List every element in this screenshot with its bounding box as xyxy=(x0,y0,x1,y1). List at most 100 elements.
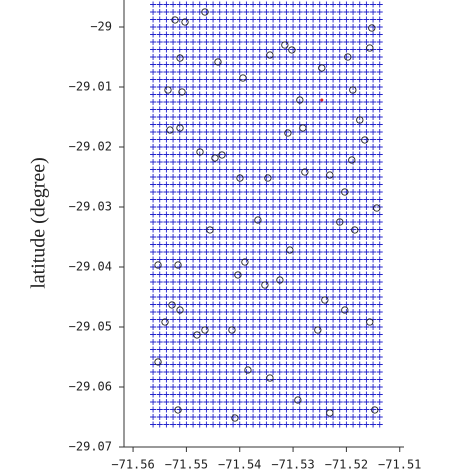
plus-marker xyxy=(183,1,190,8)
plus-marker xyxy=(336,376,343,383)
plus-marker xyxy=(236,31,243,38)
plus-marker xyxy=(196,346,203,353)
plus-marker xyxy=(276,166,283,173)
plus-marker xyxy=(343,286,350,293)
plus-marker xyxy=(196,249,203,255)
plus-marker xyxy=(336,286,343,293)
plus-marker xyxy=(256,189,263,195)
plus-marker xyxy=(370,121,377,128)
plus-marker xyxy=(276,16,283,23)
plus-marker xyxy=(183,129,190,135)
plus-marker xyxy=(216,391,223,398)
plus-marker xyxy=(296,271,303,278)
plus-marker xyxy=(256,264,263,270)
plus-marker xyxy=(256,384,263,390)
plus-marker xyxy=(196,136,203,143)
plus-marker xyxy=(316,54,323,60)
plus-marker xyxy=(303,144,310,150)
plus-marker xyxy=(283,361,290,368)
circle-marker xyxy=(341,188,349,196)
circle-marker xyxy=(181,18,189,26)
plus-marker xyxy=(156,129,163,135)
plus-marker xyxy=(210,121,217,128)
plus-marker xyxy=(283,24,290,30)
plus-marker xyxy=(256,331,263,338)
plus-marker xyxy=(310,91,317,98)
plus-marker xyxy=(170,279,177,285)
plus-marker xyxy=(336,1,343,8)
plus-marker xyxy=(176,391,183,398)
plus-marker xyxy=(210,376,217,383)
plus-marker xyxy=(376,114,383,120)
plus-marker xyxy=(363,279,370,285)
plus-marker xyxy=(196,294,203,300)
plus-marker xyxy=(156,24,163,30)
plus-marker xyxy=(176,39,183,45)
plus-marker xyxy=(270,279,277,285)
plus-marker xyxy=(316,9,323,15)
plus-marker xyxy=(310,421,317,428)
plus-marker xyxy=(250,346,257,353)
plus-marker xyxy=(170,249,177,255)
plus-marker xyxy=(216,226,223,233)
plus-marker xyxy=(363,69,370,75)
plus-marker xyxy=(156,181,163,188)
plus-marker xyxy=(223,256,230,263)
plus-marker xyxy=(150,1,157,8)
plus-marker xyxy=(263,166,270,173)
plus-marker xyxy=(323,361,330,368)
plus-marker xyxy=(223,241,230,248)
plus-marker xyxy=(263,226,270,233)
plus-marker xyxy=(150,9,157,15)
plus-marker xyxy=(163,226,170,233)
plus-marker xyxy=(263,264,270,270)
plus-marker xyxy=(323,76,330,83)
plus-marker xyxy=(290,196,297,203)
circle-marker xyxy=(154,261,162,269)
plus-marker xyxy=(316,181,323,188)
plus-marker xyxy=(330,354,337,360)
plus-marker xyxy=(150,234,157,240)
plus-marker xyxy=(196,406,203,413)
plus-marker xyxy=(270,196,277,203)
plus-marker xyxy=(250,406,257,413)
plus-marker xyxy=(290,324,297,330)
plus-marker xyxy=(263,136,270,143)
y-tick-label: −29 xyxy=(90,20,112,34)
plus-marker xyxy=(323,136,330,143)
plus-marker xyxy=(303,384,310,390)
plus-marker xyxy=(203,39,210,45)
x-tick-label: −71.54 xyxy=(218,458,261,472)
plus-marker xyxy=(236,249,243,255)
plus-marker xyxy=(263,114,270,120)
plus-marker xyxy=(150,279,157,285)
plus-marker xyxy=(350,204,357,210)
plus-marker xyxy=(250,414,257,420)
plus-marker xyxy=(243,354,250,360)
plus-marker xyxy=(330,9,337,15)
plus-marker xyxy=(290,106,297,113)
plus-marker xyxy=(243,114,250,120)
plus-marker xyxy=(283,189,290,195)
plus-marker xyxy=(250,99,257,105)
circle-marker xyxy=(368,24,376,32)
plus-marker xyxy=(230,234,237,240)
plus-marker xyxy=(310,339,317,345)
plus-marker xyxy=(183,144,190,150)
circle-marker xyxy=(356,116,364,124)
plus-marker xyxy=(216,24,223,30)
plus-marker xyxy=(190,234,197,240)
plus-marker xyxy=(190,414,197,420)
plus-marker xyxy=(343,204,350,210)
plus-marker xyxy=(296,256,303,263)
plus-marker xyxy=(270,9,277,15)
plus-marker xyxy=(363,249,370,255)
plus-marker xyxy=(150,331,157,338)
plus-marker xyxy=(283,421,290,428)
plus-marker xyxy=(330,54,337,60)
plus-marker xyxy=(183,121,190,128)
plus-marker xyxy=(190,114,197,120)
plus-marker xyxy=(256,256,263,263)
plus-marker xyxy=(323,129,330,135)
plus-marker xyxy=(196,301,203,308)
